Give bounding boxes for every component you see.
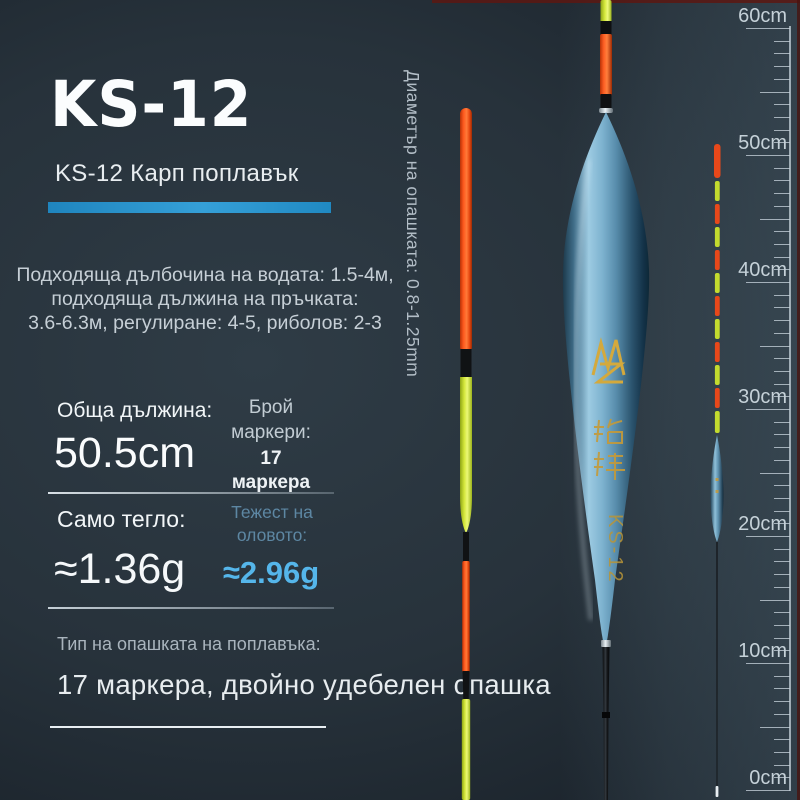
spec-divider	[48, 607, 334, 609]
product-description: Подходяща дълбочина на водата: 1.5-4м, п…	[12, 263, 398, 335]
lead-weight-label: Тежест на оловото:	[231, 502, 313, 545]
underline-rule	[50, 726, 326, 728]
tail-marker-segments	[714, 181, 720, 433]
float-center-image: KS-12	[562, 0, 650, 800]
float-left-image	[460, 108, 472, 800]
tail-type-label: Тип на опашката на поплавъка:	[57, 634, 321, 654]
total-length-value: 50.5cm	[54, 429, 196, 477]
brand-logo-mz	[591, 337, 626, 384]
float-right-image	[710, 144, 724, 797]
spec-divider	[48, 492, 334, 494]
markers-count-value: 17 маркера	[231, 448, 311, 493]
description-line: 3.6-6.3м, регулиране: 4-5, риболов: 2-3	[28, 312, 382, 334]
description-line: Подходяща дълбочина на водата: 1.5-4м,	[16, 264, 394, 286]
self-weight-label: Само тегло:	[57, 506, 186, 532]
self-weight-value: ≈1.36g	[54, 545, 186, 593]
lead-weight-value: ≈2.96g	[222, 555, 320, 590]
brand-characters	[594, 418, 625, 480]
photo-edge-top	[432, 0, 800, 3]
total-length-label: Обща дължина:	[57, 399, 213, 422]
photo-edge-right	[797, 0, 800, 800]
description-line: подходяща дължина на пръчката:	[51, 288, 359, 310]
float-model-text: KS-12	[604, 514, 626, 585]
page-title: KS-12	[50, 68, 253, 141]
accent-bar	[48, 202, 331, 213]
tail-diameter-note: Диаметър на опашката: 0.8-1.25mm	[403, 70, 423, 378]
page-subtitle: KS-12 Карп поплавък	[55, 160, 299, 187]
markers-count-label: Брой маркери:	[231, 397, 311, 443]
